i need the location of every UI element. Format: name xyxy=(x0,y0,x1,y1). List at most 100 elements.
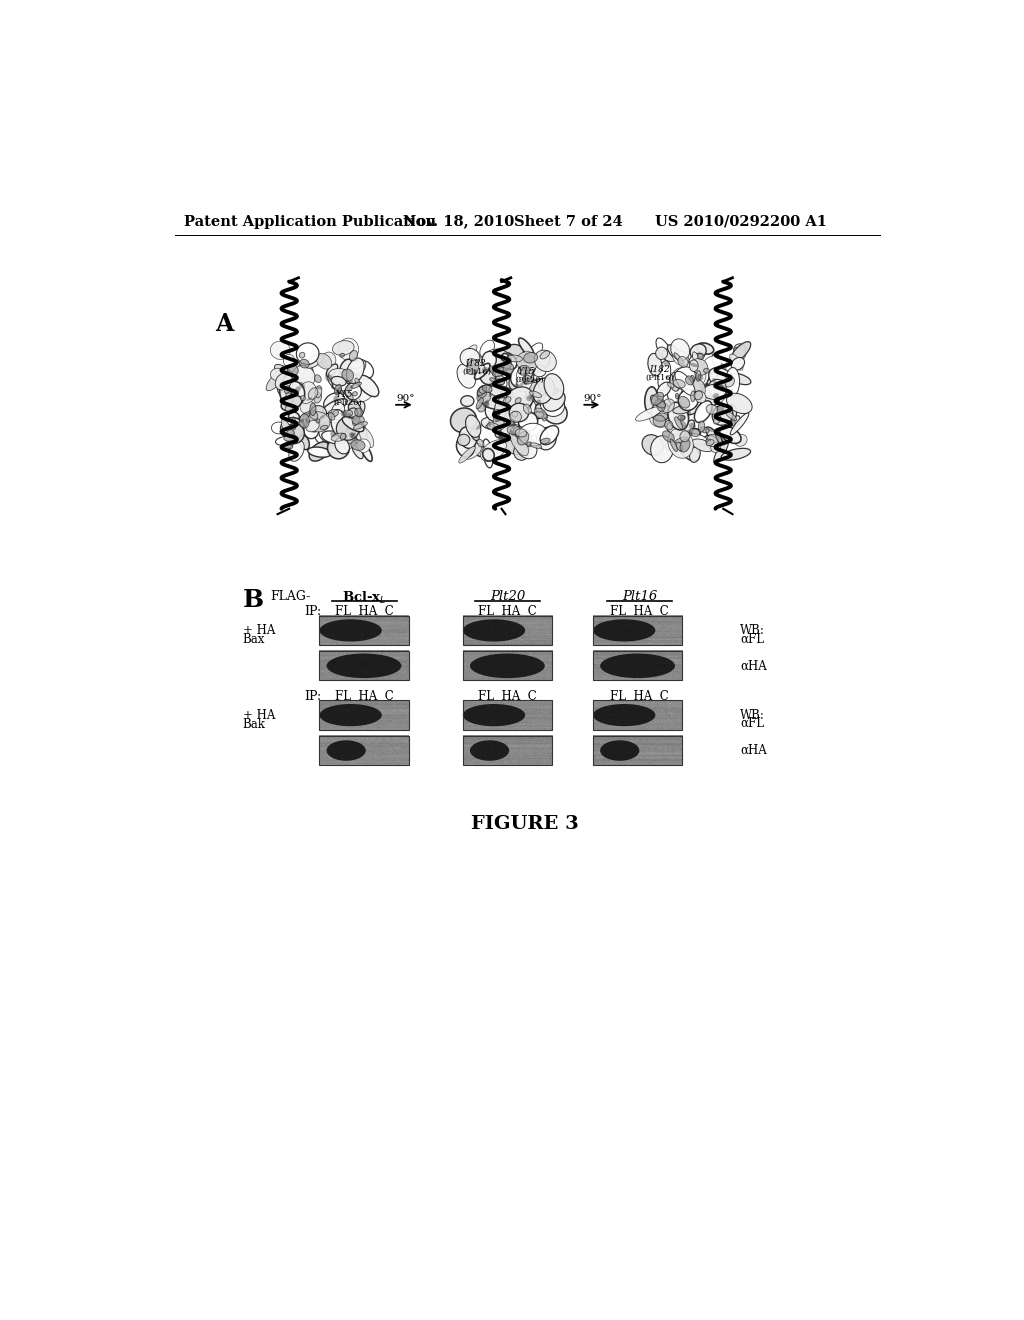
Ellipse shape xyxy=(300,396,305,401)
Ellipse shape xyxy=(295,387,301,392)
Ellipse shape xyxy=(537,428,556,450)
Ellipse shape xyxy=(451,408,476,433)
Ellipse shape xyxy=(524,380,549,399)
Ellipse shape xyxy=(636,407,663,421)
Ellipse shape xyxy=(673,351,689,366)
Text: WB:: WB: xyxy=(740,624,765,638)
Ellipse shape xyxy=(689,422,696,430)
Text: I182: I182 xyxy=(649,366,670,375)
Ellipse shape xyxy=(467,359,485,372)
Ellipse shape xyxy=(536,403,547,412)
Ellipse shape xyxy=(350,432,354,438)
Ellipse shape xyxy=(458,434,470,446)
Ellipse shape xyxy=(651,403,670,421)
Text: B: B xyxy=(243,589,264,612)
Text: FL  HA  C: FL HA C xyxy=(610,605,669,618)
Ellipse shape xyxy=(682,374,701,397)
Ellipse shape xyxy=(673,367,695,389)
Ellipse shape xyxy=(460,426,476,449)
Ellipse shape xyxy=(600,741,639,760)
Ellipse shape xyxy=(321,425,328,430)
Ellipse shape xyxy=(299,352,305,358)
Ellipse shape xyxy=(349,433,355,440)
Ellipse shape xyxy=(463,345,477,360)
Ellipse shape xyxy=(299,414,309,428)
Ellipse shape xyxy=(480,341,495,358)
Ellipse shape xyxy=(707,404,718,414)
Ellipse shape xyxy=(721,434,724,441)
Ellipse shape xyxy=(310,405,327,420)
Ellipse shape xyxy=(690,345,707,359)
Text: FL  HA  C: FL HA C xyxy=(610,689,669,702)
Text: FLAG-: FLAG- xyxy=(270,590,310,603)
Ellipse shape xyxy=(529,391,542,397)
Ellipse shape xyxy=(656,338,672,362)
Ellipse shape xyxy=(676,441,682,451)
Ellipse shape xyxy=(498,434,502,438)
Ellipse shape xyxy=(354,408,362,417)
Ellipse shape xyxy=(730,354,743,370)
Ellipse shape xyxy=(314,424,335,445)
Ellipse shape xyxy=(656,399,666,412)
Ellipse shape xyxy=(477,389,486,397)
Ellipse shape xyxy=(714,416,721,424)
Ellipse shape xyxy=(518,412,538,432)
Ellipse shape xyxy=(481,367,488,374)
Ellipse shape xyxy=(655,413,668,421)
Text: FL  HA  C: FL HA C xyxy=(478,605,538,618)
Ellipse shape xyxy=(351,442,364,459)
Ellipse shape xyxy=(285,405,293,412)
Ellipse shape xyxy=(482,449,495,461)
Ellipse shape xyxy=(696,374,703,381)
Ellipse shape xyxy=(309,442,330,461)
Ellipse shape xyxy=(713,378,717,385)
Ellipse shape xyxy=(706,440,711,444)
Ellipse shape xyxy=(331,433,346,441)
Ellipse shape xyxy=(300,412,311,420)
Ellipse shape xyxy=(535,350,556,371)
Ellipse shape xyxy=(730,374,751,384)
Text: Plt16: Plt16 xyxy=(622,590,657,603)
Ellipse shape xyxy=(662,399,675,413)
Ellipse shape xyxy=(709,367,735,391)
Ellipse shape xyxy=(543,389,565,412)
Ellipse shape xyxy=(726,367,739,396)
Ellipse shape xyxy=(685,376,693,385)
Ellipse shape xyxy=(713,383,719,389)
Ellipse shape xyxy=(340,359,352,375)
Ellipse shape xyxy=(734,434,748,446)
Ellipse shape xyxy=(477,385,486,396)
Ellipse shape xyxy=(328,437,349,459)
Ellipse shape xyxy=(343,411,352,417)
Ellipse shape xyxy=(335,438,349,454)
Ellipse shape xyxy=(655,400,666,408)
Ellipse shape xyxy=(275,372,292,389)
Ellipse shape xyxy=(298,381,316,404)
Ellipse shape xyxy=(360,444,372,462)
Ellipse shape xyxy=(477,404,485,412)
Ellipse shape xyxy=(530,380,541,399)
Text: Bax: Bax xyxy=(243,634,265,647)
Ellipse shape xyxy=(678,389,698,411)
Ellipse shape xyxy=(718,378,732,393)
Ellipse shape xyxy=(717,405,724,413)
Ellipse shape xyxy=(300,359,309,368)
Ellipse shape xyxy=(290,372,303,380)
Ellipse shape xyxy=(500,352,517,370)
Ellipse shape xyxy=(351,383,361,388)
Ellipse shape xyxy=(712,354,721,368)
Ellipse shape xyxy=(673,367,698,387)
Ellipse shape xyxy=(280,383,293,407)
Ellipse shape xyxy=(289,389,296,396)
Ellipse shape xyxy=(355,379,359,384)
Ellipse shape xyxy=(482,401,489,408)
Ellipse shape xyxy=(529,393,534,399)
Ellipse shape xyxy=(690,375,694,381)
Ellipse shape xyxy=(285,424,304,444)
Ellipse shape xyxy=(510,420,516,428)
Ellipse shape xyxy=(322,430,346,444)
Ellipse shape xyxy=(518,381,524,388)
Ellipse shape xyxy=(667,421,683,434)
Ellipse shape xyxy=(670,440,677,451)
Bar xyxy=(463,615,552,645)
